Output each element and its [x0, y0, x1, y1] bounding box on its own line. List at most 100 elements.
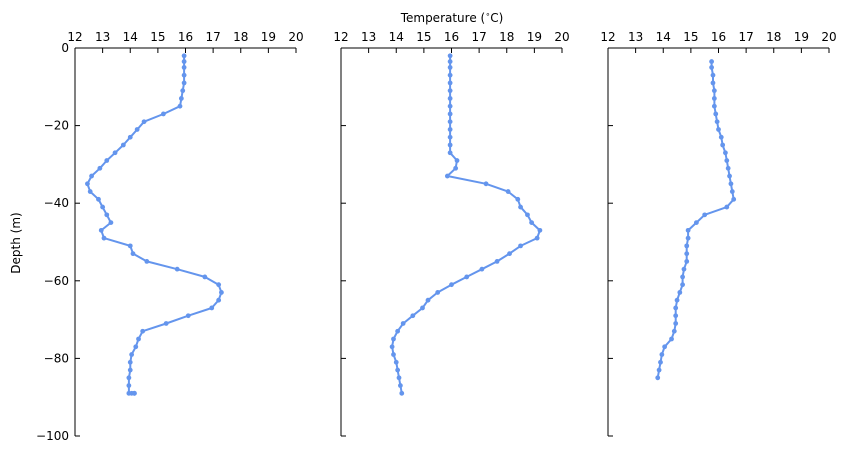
panel-1-data-point — [127, 367, 133, 373]
panel-1-data-point — [216, 297, 222, 303]
panel-3-data-point — [684, 243, 690, 249]
panel-2-data-point — [537, 227, 543, 233]
panel-2-data-point — [420, 305, 425, 311]
x-axis-title-text: Temperature ( — [400, 11, 486, 25]
panel-3-data-point — [710, 72, 716, 78]
panel-1-x-tick-label: 12 — [67, 30, 82, 44]
panel-1-data-point — [98, 227, 104, 233]
y-tick-label: −20 — [44, 119, 69, 133]
panel-1-data-point — [127, 243, 133, 249]
panel-3-x-tick-label: 14 — [656, 30, 671, 44]
panel-3-data-point — [655, 375, 661, 381]
panel-2-data-point — [505, 189, 511, 194]
panel-3-data-point — [716, 127, 721, 132]
panel-2-x-tick-label: 16 — [444, 30, 459, 44]
panel-2-data-point — [447, 96, 453, 101]
panel-3-data-point — [673, 313, 679, 319]
panel-2-data-point — [447, 59, 453, 64]
panel-2-data-point — [447, 142, 453, 148]
panel-1: 12 13 14 15 16 17 18 19 20 0 −20 −40 −60 −80 −100 — [36, 30, 304, 443]
panel-2-data-point — [399, 390, 405, 396]
panel-3-data-point — [727, 173, 732, 179]
panel-1-data-point — [127, 359, 133, 365]
panel-2-data-point — [393, 359, 399, 365]
panel-3-data-point — [709, 65, 714, 70]
panel-1-data-point — [133, 344, 139, 350]
panel-2-data-point — [447, 111, 453, 117]
panel-2-data-point — [391, 352, 396, 357]
panel-2-data-point — [447, 65, 453, 70]
panel-3-data-point — [680, 274, 685, 280]
panel-3-data-point — [709, 59, 714, 64]
panel-2-data-point — [447, 53, 453, 59]
panel-2-data-point — [449, 282, 454, 288]
panel-3-data-point — [702, 212, 708, 218]
panel-2-data-point — [447, 150, 453, 156]
panel-1-data-point — [177, 103, 183, 109]
panel-1-data-point — [89, 173, 94, 179]
panel-3-data-point — [711, 88, 717, 94]
panel-1-x-tick-label: 18 — [233, 30, 248, 44]
panel-3-data-point — [681, 266, 687, 272]
x-axis-title-unit: C) — [490, 11, 503, 25]
y-tick-label: 0 — [61, 41, 69, 55]
panel-3-data-point — [684, 251, 690, 257]
panel-1-data-point — [134, 127, 140, 132]
panel-1-data-point — [131, 390, 137, 396]
panel-1-data-point — [136, 336, 141, 342]
panel-1-profile-line — [86, 55, 223, 395]
panel-3-x-tick-label: 12 — [600, 30, 615, 44]
panel-2-data-point — [529, 220, 535, 226]
panel-3-data-point — [714, 119, 720, 125]
panel-3-data-point — [671, 328, 677, 334]
panel-3-data-point — [684, 259, 690, 264]
panel-1-data-point — [104, 212, 110, 218]
panel-1-x-tick-label: 16 — [178, 30, 193, 44]
panel-3-x-tick-label: 15 — [683, 30, 698, 44]
panel-1-data-point — [209, 305, 215, 311]
panel-1-data-point — [96, 196, 101, 202]
panel-3-data-point — [713, 111, 719, 117]
panel-2-data-point — [447, 72, 453, 78]
panel-1-data-point — [181, 72, 187, 78]
panel-2-data-point — [447, 88, 453, 94]
panel-1-data-point — [100, 204, 106, 210]
panel-1-data-point — [180, 88, 186, 94]
panel-2-data-point — [447, 80, 453, 86]
panel-2-data-point — [479, 266, 485, 272]
panel-1-data-point — [101, 235, 107, 241]
panel-3-data-point — [685, 227, 691, 233]
panel-1-x-tick-label: 15 — [150, 30, 165, 44]
panel-2-data-point — [447, 103, 453, 109]
panel-1-data-point — [112, 150, 118, 156]
panel-2-data-point — [444, 173, 450, 179]
panel-3-data-point — [659, 352, 665, 357]
y-tick-label: −40 — [44, 196, 69, 210]
panel-2-data-point — [447, 127, 453, 132]
panel-1-data-point — [87, 189, 93, 194]
panel-3-data-point — [685, 235, 691, 241]
panel-2-data-point — [494, 259, 500, 264]
panel-3-data-point — [673, 321, 679, 326]
panel-1-data-point — [185, 313, 191, 319]
panel-1-x-tick-label: 17 — [205, 30, 220, 44]
panel-3-data-point — [728, 181, 734, 187]
panel-2-data-point — [447, 134, 453, 140]
panel-2-data-point — [507, 251, 512, 257]
panel-3-data-point — [710, 80, 716, 86]
panel-3-x-tick-label: 17 — [738, 30, 753, 44]
panel-1-data-point — [108, 220, 114, 226]
panel-2-data-point — [395, 328, 401, 334]
panel-1-data-point — [127, 134, 133, 140]
panel-2-data-point — [453, 165, 459, 171]
panel-1-data-point — [219, 290, 224, 295]
panel-3-data-point — [720, 142, 726, 148]
panel-2-data-point — [391, 336, 396, 342]
panel-2-x-tick-label: 19 — [527, 30, 542, 44]
panel-1-data-point — [85, 181, 90, 187]
panel-2-x-tick-label: 17 — [471, 30, 486, 44]
panel-1-data-point — [141, 119, 147, 125]
panel-2-data-point — [518, 204, 523, 210]
